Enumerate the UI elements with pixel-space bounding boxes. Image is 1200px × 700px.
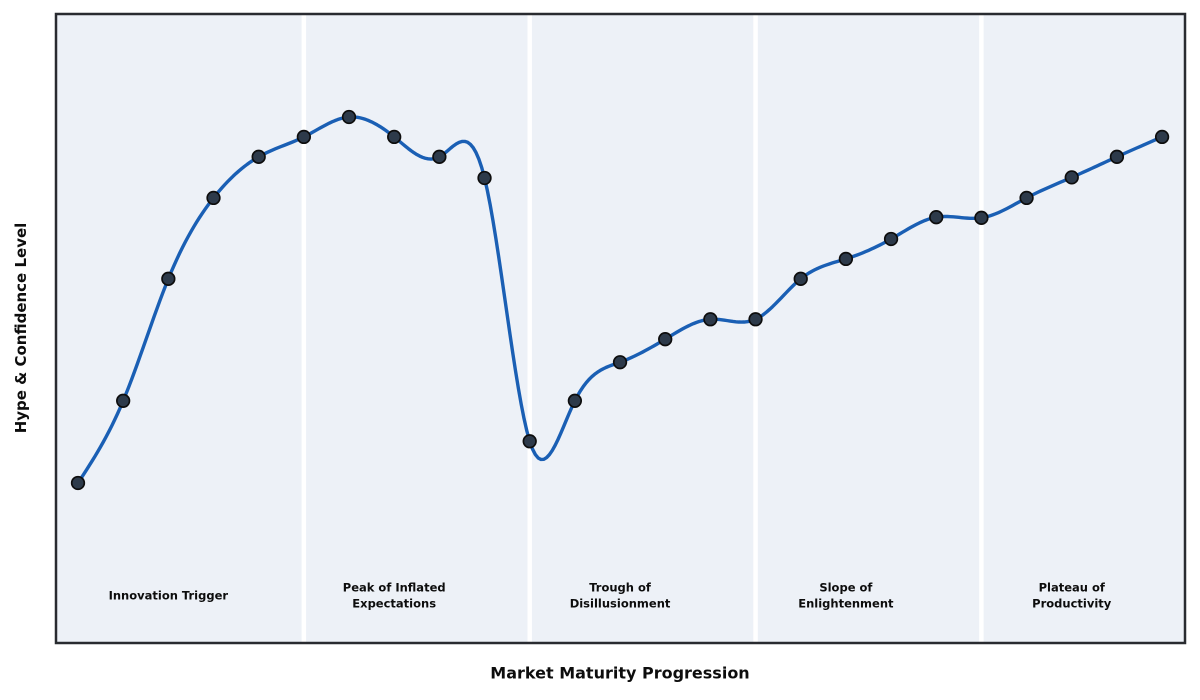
plot-background: [56, 14, 1185, 643]
phase-separator: [979, 15, 984, 642]
data-point: [748, 312, 763, 327]
data-point: [883, 231, 899, 247]
data-point: [387, 129, 402, 145]
plot-frame: [54, 12, 1187, 645]
phase-label: Trough of Disillusionment: [569, 580, 671, 611]
data-point: [612, 355, 628, 370]
data-point: [432, 149, 447, 164]
data-point: [1064, 170, 1079, 185]
y-axis-label: Hype & Confidence Level: [12, 222, 30, 434]
data-point: [567, 393, 583, 408]
data-point: [251, 149, 266, 164]
data-point: [703, 312, 718, 327]
data-point: [296, 129, 312, 145]
x-axis-label: Market Maturity Progression: [490, 663, 750, 683]
phase-label: Plateau of Productivity: [1032, 580, 1112, 611]
phase-label: Peak of Inflated Expectations: [342, 580, 446, 611]
data-point: [838, 251, 854, 267]
phase-separator: [301, 15, 307, 642]
phase-separator: [527, 15, 532, 642]
data-point: [477, 170, 492, 186]
phase-separator: [753, 15, 758, 642]
data-point: [522, 434, 537, 449]
data-point: [658, 332, 673, 347]
phase-label: Slope of Enlightenment: [798, 580, 894, 611]
data-point: [974, 210, 989, 225]
data-point: [70, 475, 86, 491]
data-point: [1109, 149, 1125, 164]
data-point: [116, 393, 131, 408]
data-point: [929, 210, 944, 225]
data-point: [161, 271, 176, 286]
data-point: [206, 190, 221, 206]
data-point: [793, 271, 808, 286]
data-point: [1154, 129, 1170, 145]
phase-label: Innovation Trigger: [108, 588, 229, 603]
data-point: [1019, 190, 1034, 206]
data-point: [341, 109, 357, 125]
